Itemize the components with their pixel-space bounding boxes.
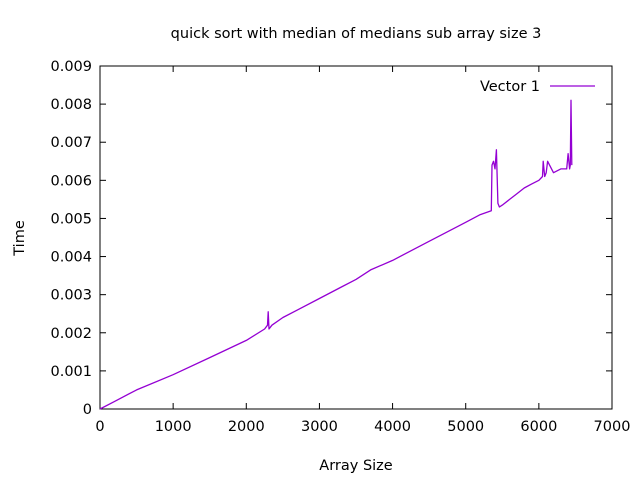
legend-label-0: Vector 1	[480, 79, 540, 95]
x-tick-label-6: 6000	[520, 419, 557, 435]
plot-frame	[99, 65, 613, 410]
y-tick-label-6: 0.006	[50, 173, 92, 189]
y-tick-label-5: 0.005	[50, 211, 92, 227]
x-tick-label-1: 1000	[155, 419, 192, 435]
chart-title: quick sort with median of medians sub ar…	[171, 26, 542, 42]
y-tick-label-0: 0	[83, 402, 92, 418]
x-tick-label-4: 4000	[374, 419, 411, 435]
y-tick-label-1: 0.001	[50, 364, 92, 380]
y-tick-label-8: 0.008	[50, 97, 92, 113]
y-axis-label: Time	[12, 220, 28, 257]
series-line-0	[99, 99, 573, 410]
x-tick-label-3: 3000	[301, 419, 338, 435]
x-tick-label-5: 5000	[447, 419, 484, 435]
y-tick-label-2: 0.002	[50, 326, 92, 342]
y-tick-label-7: 0.007	[50, 135, 92, 151]
x-axis-label: Array Size	[319, 458, 393, 474]
y-tick-label-4: 0.004	[50, 250, 92, 266]
legend: Vector 1	[480, 79, 595, 95]
x-tick-label-2: 2000	[228, 419, 265, 435]
series-layer	[99, 99, 573, 410]
x-tick-label-0: 0	[95, 419, 104, 435]
ticks-layer: 0 1000 2000 3000 4000 5000 6000 7000 0 0.001 0.002…	[50, 59, 630, 435]
y-tick-label-3: 0.003	[50, 288, 92, 304]
x-tick-label-7: 7000	[594, 419, 631, 435]
y-tick-label-9: 0.009	[50, 59, 92, 75]
